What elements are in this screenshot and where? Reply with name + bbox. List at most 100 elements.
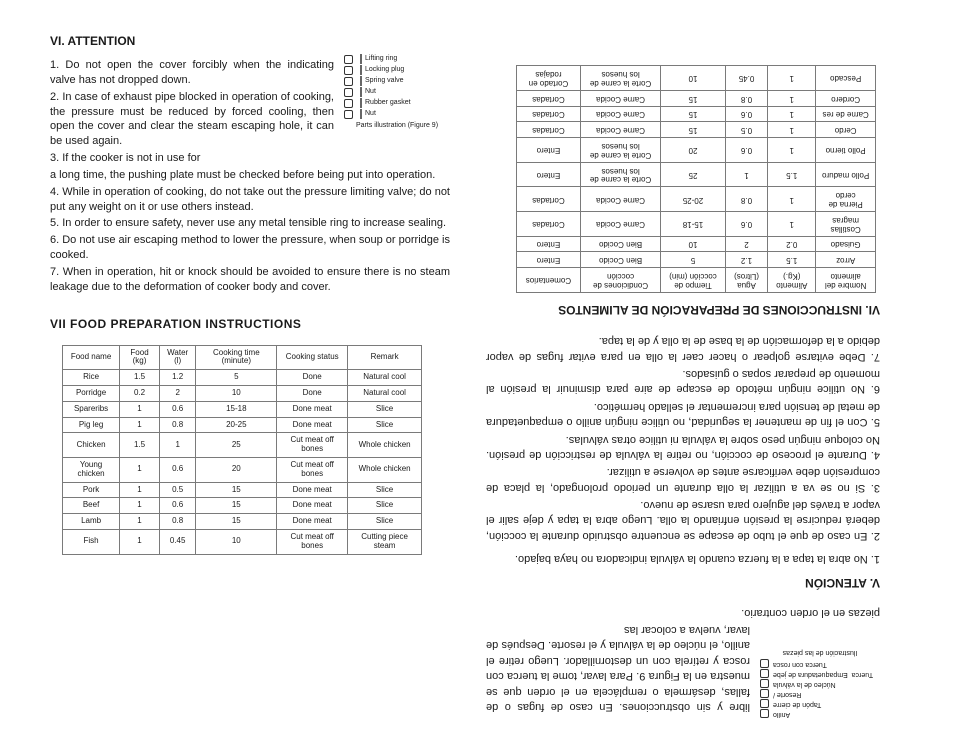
table-cell: 20-25 xyxy=(196,417,277,433)
table-cell: 15 xyxy=(196,482,277,498)
table-row: Beef10.615Done meatSlice xyxy=(63,498,422,514)
table-header-row: Food nameFood (kg)Water (l)Cooking time … xyxy=(63,345,422,370)
table-cell: Carne Cocida xyxy=(580,90,660,106)
table-header-cell: Condiciones de cocción xyxy=(580,268,660,293)
table-row: Chicken1.5125Cut meat off bonesWhole chi… xyxy=(63,433,422,458)
table-cell: Entero xyxy=(517,252,581,268)
food-table-es: Nombre del alimentoAlimento (Kg.)Agua (L… xyxy=(516,65,876,293)
table-cell: 10 xyxy=(661,236,726,252)
table-cell: Entero xyxy=(517,236,581,252)
table-cell: 1 xyxy=(120,401,160,417)
table-header-cell: Food name xyxy=(63,345,120,370)
table-cell: 15 xyxy=(196,498,277,514)
table-cell: Young chicken xyxy=(63,458,120,483)
table-cell: 2 xyxy=(725,236,767,252)
table-cell: Carne Cocida xyxy=(580,122,660,138)
table-cell: Natural cool xyxy=(348,370,422,386)
table-cell: 1 xyxy=(159,433,196,458)
table-cell: Bien Cocido xyxy=(580,236,660,252)
atencion-item: 7. Debe evitarse golpear o hacer caer la… xyxy=(486,333,880,364)
table-cell: Done meat xyxy=(277,401,348,417)
attention-item: 6. Do not use air escaping method to low… xyxy=(50,233,450,263)
table-cell: Chicken xyxy=(63,433,120,458)
table-cell: 0.2 xyxy=(768,236,816,252)
table-cell: Slice xyxy=(348,417,422,433)
table-cell: Pork xyxy=(63,482,120,498)
table-header-cell: Alimento (Kg.) xyxy=(768,268,816,293)
table-cell: 0.8 xyxy=(725,187,767,212)
table-cell: 0.45 xyxy=(725,66,767,91)
attention-item: 3. If the cooker is not in use for xyxy=(50,151,450,166)
fig-label: Empaquetadura de jebe xyxy=(773,669,848,677)
attention-item: 4. While in operation of cooking, do not… xyxy=(50,185,450,215)
table-row: Cerdo10.515Carne CocidaCortadas xyxy=(517,122,876,138)
table-cell: Done xyxy=(277,370,348,386)
table-cell: Done meat xyxy=(277,514,348,530)
table-cell: 1.2 xyxy=(159,370,196,386)
table-cell: 1.5 xyxy=(768,252,816,268)
atencion-item: 1. No abra la tapa a la fuerza cuando la… xyxy=(486,551,880,566)
table-row: Cordero10.815Carne CocidaCortadas xyxy=(517,90,876,106)
table-cell: Corte la carne de los huesos xyxy=(580,66,660,91)
table-cell: Cortadas xyxy=(517,212,581,237)
table-cell: Cortadas xyxy=(517,106,581,122)
fig-label: Anillo xyxy=(773,709,790,717)
table-row: Pollo tierno10.620Corte la carne de los … xyxy=(517,138,876,163)
attention-item: 5. In order to ensure safety, never use … xyxy=(50,216,450,231)
table-row: Young chicken10.620Cut meat off bonesWho… xyxy=(63,458,422,483)
table-row: Pescado10.4510Corte la carne de los hues… xyxy=(517,66,876,91)
table-header-cell: Food (kg) xyxy=(120,345,160,370)
parts-figure-es: Anillo Tapón de cierre Resorte / Núcleo … xyxy=(760,648,880,718)
table-cell: Fish xyxy=(63,530,120,555)
fig-label: Locking plug xyxy=(365,66,404,74)
table-cell: Cut meat off bones xyxy=(277,458,348,483)
table-cell: 1 xyxy=(768,90,816,106)
table-cell: Arroz xyxy=(816,252,876,268)
table-cell: 0.6 xyxy=(725,138,767,163)
table-cell: 20 xyxy=(661,138,726,163)
table-header-cell: Water (l) xyxy=(159,345,196,370)
table-row: Fish10.4510Cut meat off bonesCutting pie… xyxy=(63,530,422,555)
table-header-cell: Tiempo de cocción (min) xyxy=(661,268,726,293)
table-cell: 1 xyxy=(768,187,816,212)
table-cell: 25 xyxy=(661,162,726,187)
table-cell: 0.6 xyxy=(159,498,196,514)
table-cell: 0.6 xyxy=(725,212,767,237)
table-cell: Carne Cocida xyxy=(580,187,660,212)
atencion-item: 2. En caso de que el tubo de escape se e… xyxy=(486,497,880,543)
table-cell: Done meat xyxy=(277,498,348,514)
table-cell: Whole chicken xyxy=(348,433,422,458)
food-table-en: Food nameFood (kg)Water (l)Cooking time … xyxy=(62,345,422,555)
section-vii-title: VII FOOD PREPARATION INSTRUCTIONS xyxy=(50,317,450,331)
section-vi-title: VI. ATTENTION xyxy=(50,34,450,48)
table-cell: Cut meat off bones xyxy=(277,530,348,555)
table-cell: 1.5 xyxy=(120,433,160,458)
table-header-cell: Cooking time (minute) xyxy=(196,345,277,370)
fig-label: Nut xyxy=(365,88,376,96)
table-cell: Cortado en rodajas xyxy=(517,66,581,91)
table-cell: Beef xyxy=(63,498,120,514)
table-row: Pork10.515Done meatSlice xyxy=(63,482,422,498)
table-cell: Cortadas xyxy=(517,187,581,212)
table-cell: Corte la carne de los huesos xyxy=(580,138,660,163)
table-cell: Corte la carne de los huesos xyxy=(580,162,660,187)
table-cell: Cortadas xyxy=(517,90,581,106)
table-row: Pollo maduro1.5125Corte la carne de los … xyxy=(517,162,876,187)
table-row: Carne de res10.615Carne CocidaCortadas xyxy=(517,106,876,122)
table-cell: Costillas magras xyxy=(816,212,876,237)
table-cell: 1.5 xyxy=(768,162,816,187)
table-cell: Carne de res xyxy=(816,106,876,122)
table-cell: 15 xyxy=(661,122,726,138)
table-cell: 1 xyxy=(120,530,160,555)
table-cell: 2 xyxy=(159,386,196,402)
right-page-rotated: Anillo Tapón de cierre Resorte / Núcleo … xyxy=(486,34,886,714)
attention-item: a long time, the pushing plate must be c… xyxy=(50,168,450,183)
table-cell: 20 xyxy=(196,458,277,483)
table-header-cell: Agua (Litros) xyxy=(725,268,767,293)
table-cell: 0.6 xyxy=(725,106,767,122)
table-cell: 1.2 xyxy=(725,252,767,268)
table-cell: Rice xyxy=(63,370,120,386)
table-cell: 1 xyxy=(120,498,160,514)
fig-label: Tuerca con rosca xyxy=(773,659,827,667)
table-cell: 1 xyxy=(768,138,816,163)
